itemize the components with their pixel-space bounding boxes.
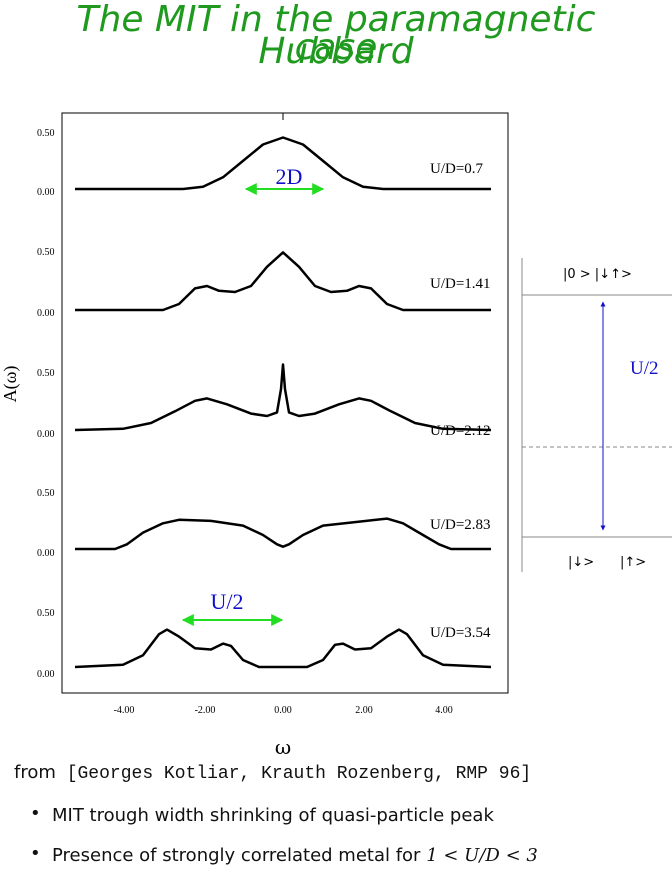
gap-label: U/2 [630,358,659,379]
lower-state-right-label: |↑> [620,555,646,570]
spectral-curves [74,136,492,669]
y-tick-label: 0.00 [37,187,55,198]
spectral-curve [74,628,492,669]
y-tick-label: 0.50 [37,368,55,379]
spectral-curve [75,517,491,551]
plot-frame [61,112,509,694]
source-citation: from [Georges Kotliar, Krauth Rozenberg,… [14,762,531,784]
panel-label: U/D=3.54 [430,625,491,641]
panel-label: U/D=0.7 [430,161,484,177]
bullet-text: MIT trough width shrinking of quasi-part… [52,805,494,826]
source-prefix: from [14,762,56,783]
bullet-math: 1 < U/D < 3 [426,845,538,866]
spectral-curve [75,136,491,191]
y-tick-label: 0.00 [37,308,55,319]
y-tick-labels: 0.50 0.00 0.50 0.00 0.50 0.00 0.50 0.00 … [37,128,55,680]
energy-level-diagram: |0 > |↓↑> U/2 |↓> |↑> [521,258,672,572]
x-tick-label: -4.00 [114,705,135,716]
bandwidth-label: 2D [276,164,303,189]
spectral-curve [75,251,491,312]
y-tick-label: 0.00 [37,429,55,440]
x-tick-label: -2.00 [195,705,216,716]
bullet-list: MIT trough width shrinking of quasi-part… [30,803,538,885]
y-tick-label: 0.00 [37,669,55,680]
x-tick-label: 2.00 [355,705,373,716]
panel-label: U/D=1.41 [430,276,491,292]
x-axis-label: ω [275,735,291,759]
slide-title-line-2: case [294,27,378,68]
panel-label: U/D=2.12 [430,423,491,439]
y-tick-label: 0.50 [37,488,55,499]
spectral-curve [74,363,492,432]
y-axis-label: A(ω) [0,366,21,403]
upper-state-label: |0 > |↓↑> [563,267,632,282]
bullet-item: MIT trough width shrinking of quasi-part… [30,803,538,845]
y-tick-label: 0.50 [37,608,55,619]
bullet-item: Presence of strongly correlated metal fo… [30,843,538,885]
y-tick-label: 0.00 [37,548,55,559]
lower-state-left-label: |↓> [568,555,594,570]
panel-labels: U/D=0.7 U/D=1.41 U/D=2.12 U/D=2.83 U/D=3… [430,161,491,641]
y-tick-label: 0.50 [37,128,55,139]
citation-text: [Georges Kotliar, Krauth Rozenberg, RMP … [66,764,532,784]
bullet-text: Presence of strongly correlated metal fo… [52,845,421,866]
x-tick-label: 4.00 [435,705,453,716]
y-tick-label: 0.50 [37,247,55,258]
x-tick-labels: -4.00 -2.00 0.00 2.00 4.00 [114,705,453,716]
slide-title-line-1: The MIT in the paramagnetic Hubbard [76,0,596,72]
x-tick-label: 0.00 [274,705,292,716]
hubbard-gap-label: U/2 [211,589,244,614]
panel-label: U/D=2.83 [430,517,491,533]
